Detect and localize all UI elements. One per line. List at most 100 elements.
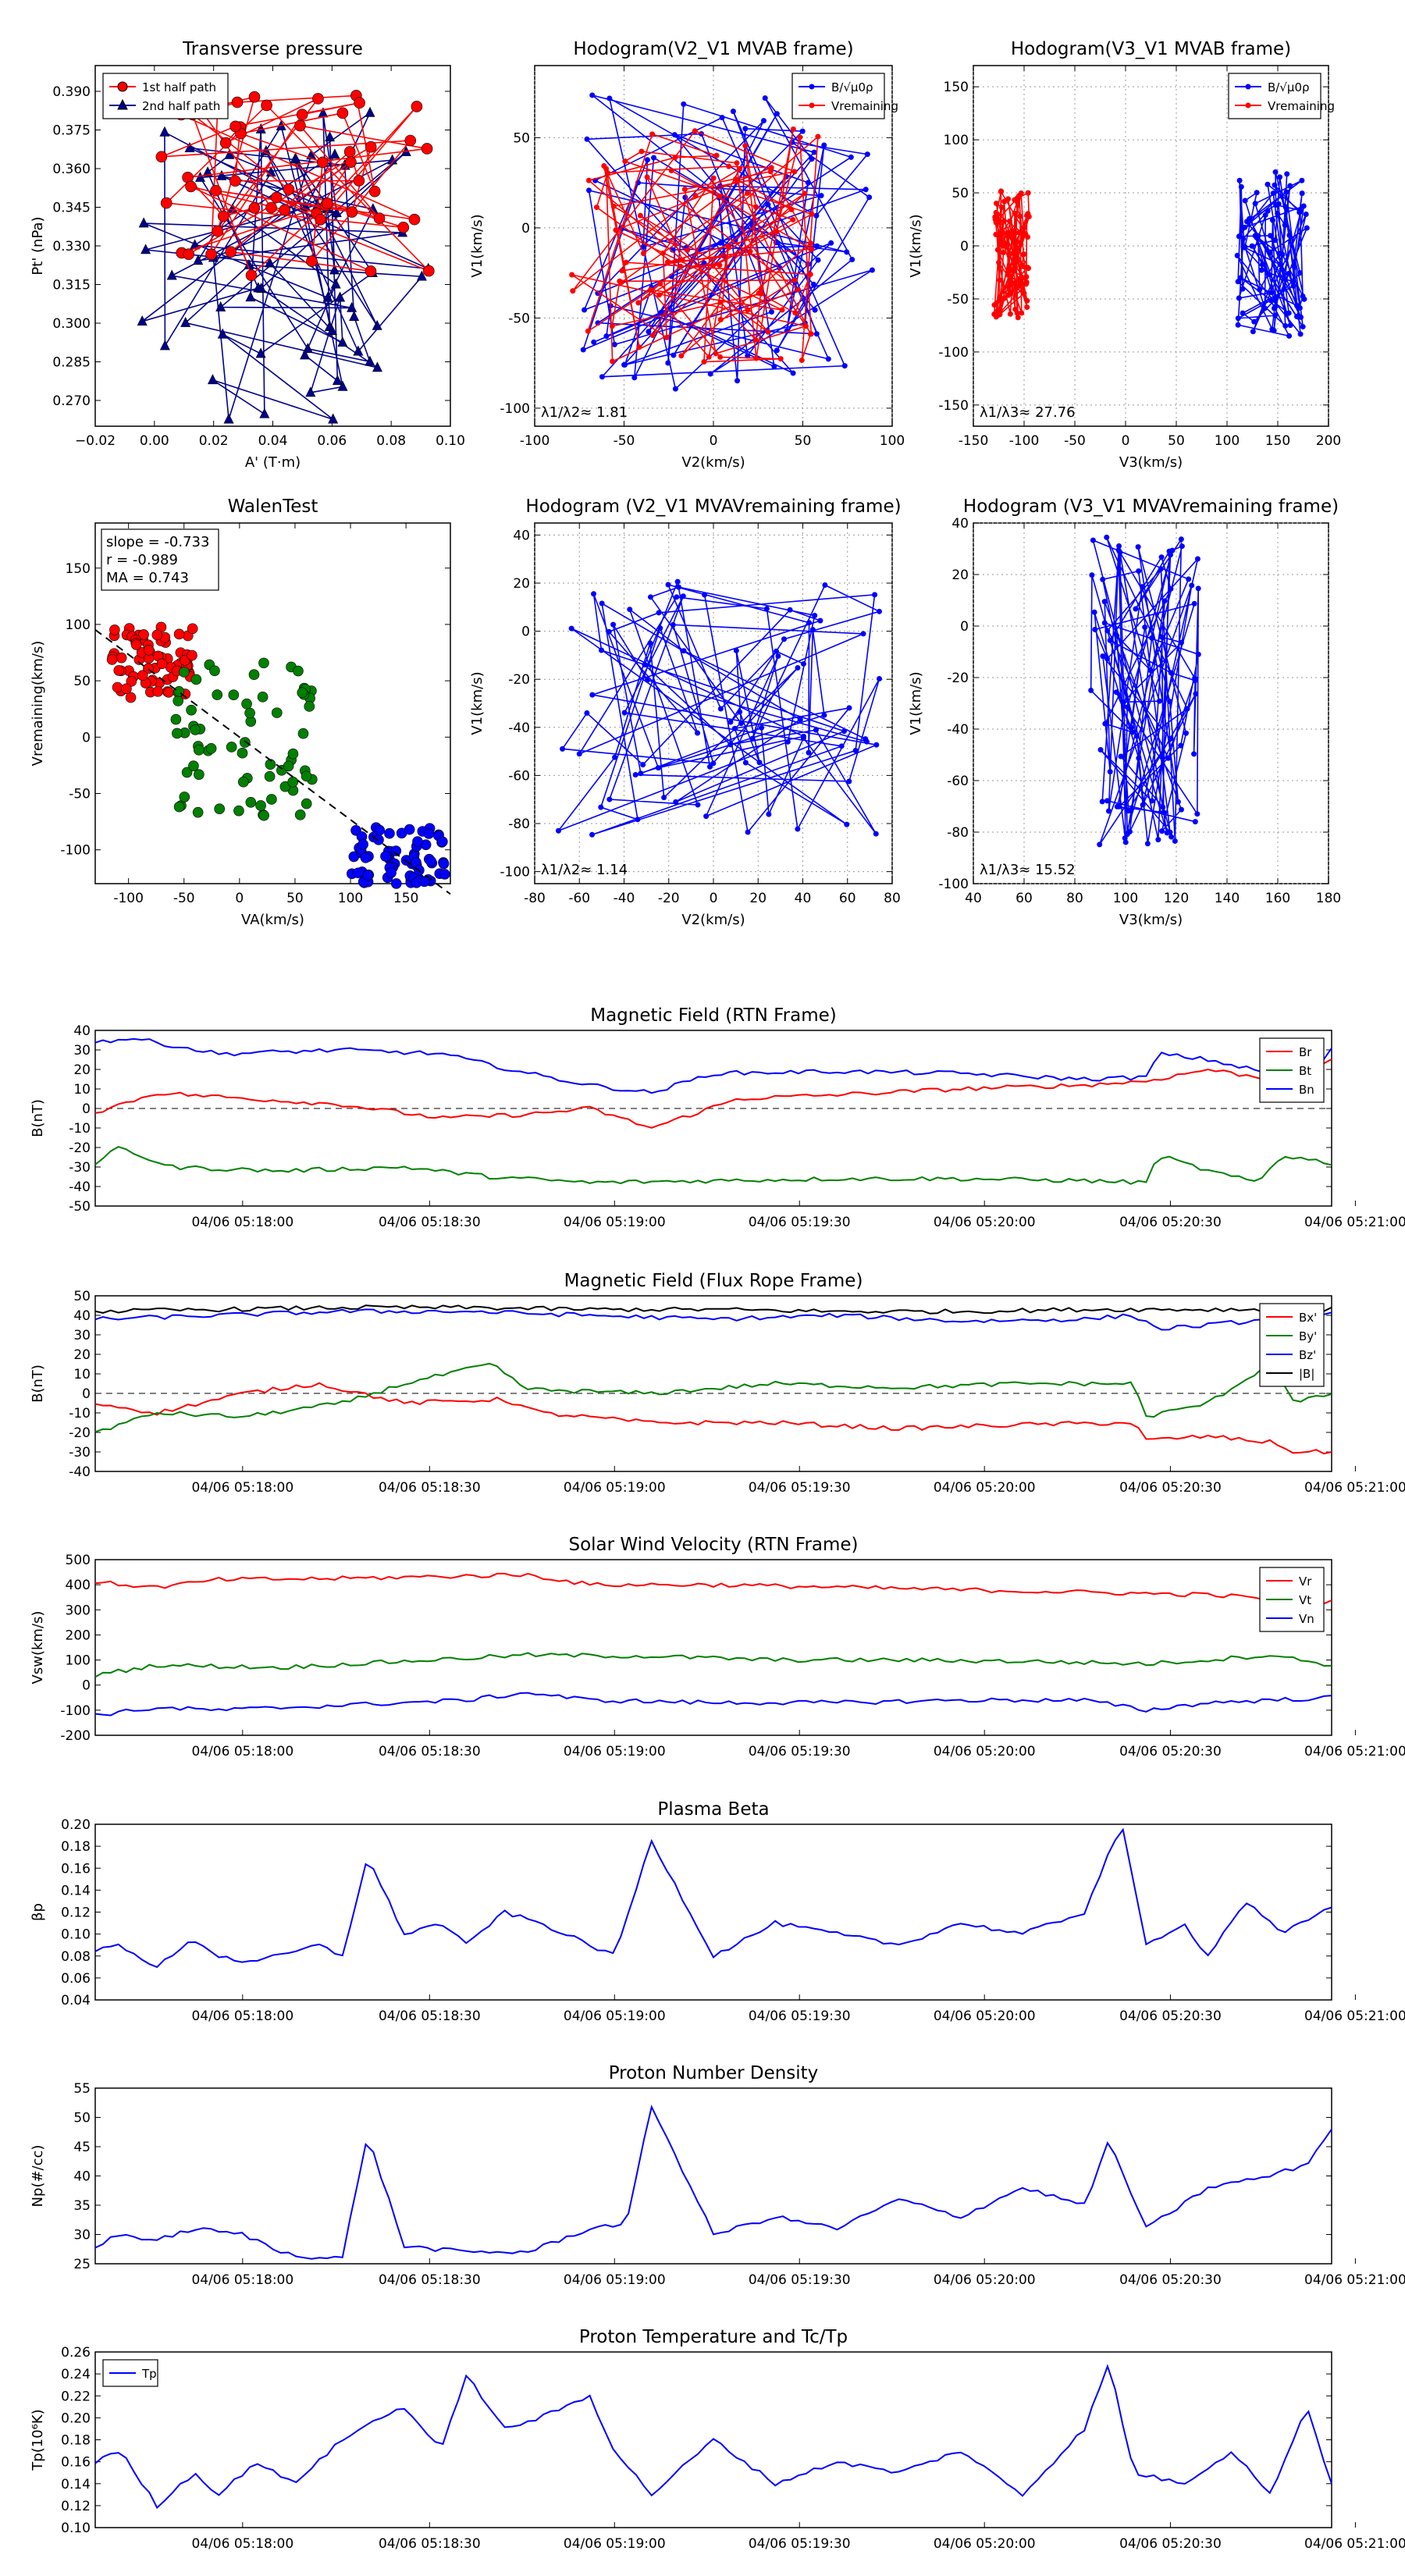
- data-point: [1277, 262, 1283, 268]
- plot-frame: [94, 65, 451, 427]
- data-point: [229, 175, 241, 187]
- data-point: [255, 800, 266, 811]
- x-tick-label: 160: [1265, 891, 1290, 906]
- y-axis-label: B(nT): [30, 1364, 46, 1403]
- data-point: [768, 309, 774, 315]
- y-tick-label: 10: [73, 1367, 91, 1382]
- x-tick-label: -150: [959, 433, 989, 449]
- x-tick-label: 50: [1168, 433, 1185, 449]
- x-tick-label: 04/06 05:20:00: [934, 1480, 1036, 1496]
- data-point: [673, 799, 679, 805]
- data-point: [644, 677, 650, 683]
- y-tick-label: 0: [521, 221, 530, 237]
- data-point: [1234, 252, 1240, 258]
- y-tick-label: 0.26: [61, 2345, 91, 2361]
- stats-box: [101, 528, 219, 591]
- data-point: [752, 204, 759, 210]
- data-point: [610, 621, 617, 628]
- data-point: [651, 155, 657, 161]
- data-point: [991, 302, 998, 308]
- plot-p6: -100 -80 -60 -40 -20 0 20 40 40 60 80 100 120 140 160 1…: [908, 496, 1341, 928]
- x-tick-label: 150: [393, 891, 418, 906]
- data-point: [186, 704, 197, 716]
- data-point: [329, 148, 340, 159]
- y-axis-label: βp: [30, 1903, 46, 1921]
- x-tick-label: 04/06 05:18:30: [379, 1480, 481, 1496]
- data-point: [815, 257, 821, 263]
- data-point: [753, 355, 759, 361]
- chart-title: Transverse pressure: [182, 39, 363, 59]
- data-point: [337, 336, 348, 347]
- data-point: [813, 331, 820, 337]
- y-axis-label: Tp(10⁶K): [30, 2409, 46, 2471]
- data-point: [336, 107, 349, 119]
- y-axis-label: Np(#/cc): [30, 2145, 46, 2208]
- data-point: [674, 594, 680, 600]
- series-line-Vremaining: [993, 190, 1030, 319]
- data-point: [828, 240, 834, 246]
- stats-text: slope = -0.733: [106, 534, 209, 550]
- data-point: [619, 268, 625, 274]
- data-point: [1140, 802, 1146, 808]
- data-point: [777, 356, 784, 362]
- data-point: [1298, 314, 1304, 320]
- data-point: [209, 665, 220, 677]
- data-point: [1262, 305, 1268, 311]
- stats-text: MA = 0.743: [106, 570, 189, 586]
- data-point: [638, 770, 644, 777]
- data-point: [180, 316, 191, 327]
- data-point: [631, 375, 638, 381]
- data-point: [1118, 753, 1124, 760]
- data-point: [997, 277, 1003, 283]
- plot-t5: 25 30 35 40 45 50 55 04/06 05:18:00 04/06 05:18:…: [30, 2063, 1405, 2288]
- data-point: [1122, 835, 1128, 841]
- y-tick-label: -200: [60, 1728, 91, 1744]
- x-tick-label: 100: [1215, 433, 1240, 449]
- data-point: [397, 222, 410, 233]
- legend-entry: Vt: [1299, 1593, 1311, 1607]
- data-point: [817, 617, 823, 624]
- data-point: [1282, 322, 1289, 329]
- y-tick-label: -60: [947, 774, 969, 789]
- data-point: [188, 760, 199, 771]
- data-point: [294, 119, 306, 132]
- data-point: [1247, 215, 1253, 222]
- data-point: [806, 749, 812, 756]
- x-tick-label: 04/06 05:18:30: [379, 2272, 481, 2288]
- data-point: [362, 870, 374, 881]
- data-point: [170, 713, 182, 725]
- data-point: [658, 309, 664, 315]
- data-point: [354, 97, 365, 109]
- data-point: [681, 648, 687, 654]
- data-point: [1147, 667, 1154, 674]
- data-point: [1135, 544, 1141, 550]
- data-point: [599, 374, 605, 380]
- data-point: [109, 624, 120, 635]
- data-point: [1286, 333, 1293, 339]
- y-tick-label: 0.345: [52, 201, 91, 216]
- data-point: [1159, 828, 1165, 834]
- data-point: [1126, 828, 1133, 834]
- y-axis-label: V1(km/s): [908, 214, 924, 277]
- y-tick-label: -50: [69, 787, 91, 802]
- data-point: [649, 131, 656, 137]
- data-point: [1235, 315, 1241, 322]
- data-point: [710, 760, 717, 767]
- data-point: [330, 278, 341, 289]
- plot-t1: -50 -40 -30 -20 -10 0 10 20 30 40 04/06 05:18:00 04…: [30, 1005, 1405, 1230]
- x-tick-label: 0: [710, 433, 718, 449]
- data-point: [613, 227, 619, 233]
- data-point: [1275, 201, 1282, 207]
- data-point: [1272, 169, 1279, 175]
- data-point: [844, 249, 850, 255]
- data-point: [713, 152, 720, 158]
- data-point: [637, 212, 643, 219]
- x-tick-label: -20: [658, 891, 680, 906]
- data-point: [664, 259, 670, 265]
- data-point: [627, 607, 633, 613]
- data-point: [390, 878, 402, 889]
- data-point: [695, 730, 701, 736]
- data-point: [749, 735, 756, 742]
- data-point: [1287, 183, 1293, 189]
- x-tick-label: 150: [1265, 433, 1290, 449]
